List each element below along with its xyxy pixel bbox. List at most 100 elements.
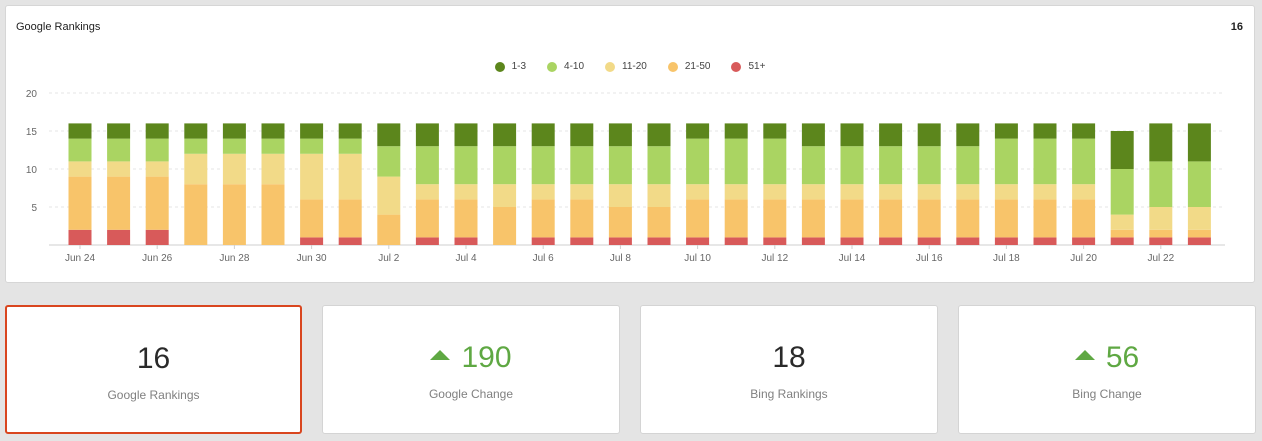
bar-segment-11-20 (377, 176, 401, 215)
bar-segment-4-10 (415, 146, 439, 185)
bar-segment-4-10 (647, 146, 671, 185)
bar-segment-21-50 (107, 176, 131, 230)
bar-segment-11-20 (1110, 214, 1134, 230)
bar-segment-1-3 (68, 123, 92, 139)
bar-segment-11-20 (493, 184, 517, 207)
legend-item-4-10[interactable]: 4-10 (547, 61, 584, 72)
legend-dot-icon (605, 61, 616, 72)
bar-segment-4-10 (338, 138, 362, 154)
bar-segment-11-20 (454, 184, 478, 200)
card-label: Google Rankings (107, 388, 200, 402)
bar-segment-1-3 (801, 123, 825, 147)
bar-segment-4-10 (107, 138, 131, 162)
x-tick-label: Jul 12 (761, 253, 788, 264)
bar-segment-1-3 (415, 123, 439, 147)
bar-segment-4-10 (879, 146, 903, 185)
bar-segment-4-10 (300, 138, 324, 154)
legend-label: 11-20 (622, 61, 647, 72)
bar-segment-4-10 (608, 146, 632, 185)
bar-segment-4-10 (917, 146, 941, 185)
bar-segment-4-10 (184, 138, 208, 154)
bar-segment-51+ (917, 237, 941, 245)
bar-segment-51+ (608, 237, 632, 245)
card-label: Bing Change (1072, 387, 1142, 401)
bar-segment-11-20 (608, 184, 632, 207)
legend-item-1-3[interactable]: 1-3 (494, 61, 526, 72)
legend-item-51-plus[interactable]: 51+ (731, 61, 765, 72)
bar-segment-1-3 (145, 123, 169, 139)
card-value: 190 (323, 340, 619, 376)
bar-segment-51+ (454, 237, 478, 245)
x-tick-label: Jul 2 (378, 253, 400, 264)
bar-segment-21-50 (261, 184, 285, 245)
x-tick-label: Jul 6 (533, 253, 555, 264)
bar-segment-1-3 (1033, 123, 1057, 139)
bar-segment-4-10 (801, 146, 825, 185)
bar-segment-51+ (1187, 237, 1211, 245)
bar-segment-4-10 (1033, 138, 1057, 185)
bar-segment-4-10 (68, 138, 92, 162)
bar-segment-51+ (1110, 237, 1134, 245)
bar-segment-4-10 (1187, 161, 1211, 207)
bar-segment-21-50 (917, 199, 941, 238)
bar-segment-1-3 (1072, 123, 1096, 139)
bar-segment-21-50 (184, 184, 208, 245)
bar-segment-51+ (724, 237, 748, 245)
bar-segment-1-3 (1149, 123, 1173, 162)
x-tick-label: Jun 30 (297, 253, 327, 264)
bing-change-card[interactable]: 56 Bing Change (958, 305, 1256, 434)
bar-segment-4-10 (454, 146, 478, 185)
bar-segment-51+ (879, 237, 903, 245)
bar-segment-21-50 (994, 199, 1018, 238)
bar-segment-21-50 (1149, 229, 1173, 238)
bar-segment-1-3 (107, 123, 131, 139)
bar-segment-4-10 (1149, 161, 1173, 207)
panel-title: Google Rankings (16, 21, 101, 33)
x-tick-label: Jul 4 (455, 253, 477, 264)
bar-segment-11-20 (300, 153, 324, 200)
bar-segment-21-50 (1110, 229, 1134, 238)
y-tick-label: 20 (26, 89, 38, 100)
bar-segment-11-20 (261, 153, 285, 185)
bar-segment-51+ (68, 229, 92, 245)
google-change-card[interactable]: 190 Google Change (322, 305, 620, 434)
bar-segment-1-3 (917, 123, 941, 147)
bar-segment-11-20 (956, 184, 980, 200)
google-rankings-card[interactable]: 16 Google Rankings (5, 305, 302, 434)
bar-segment-1-3 (840, 123, 864, 147)
bar-segment-21-50 (1033, 199, 1057, 238)
bar-segment-21-50 (686, 199, 710, 238)
bar-segment-11-20 (724, 184, 748, 200)
x-tick-label: Jul 20 (1070, 253, 1097, 264)
bar-segment-11-20 (994, 184, 1018, 200)
bar-segment-1-3 (879, 123, 903, 147)
bing-rankings-card[interactable]: 18 Bing Rankings (640, 305, 938, 434)
bar-segment-4-10 (686, 138, 710, 185)
bar-segment-21-50 (493, 207, 517, 245)
bar-segment-21-50 (1072, 199, 1096, 238)
bar-segment-1-3 (300, 123, 324, 139)
bar-segment-21-50 (570, 199, 594, 238)
bar-segment-51+ (531, 237, 555, 245)
bar-segment-51+ (1033, 237, 1057, 245)
legend-item-21-50[interactable]: 21-50 (667, 61, 710, 72)
bar-segment-1-3 (956, 123, 980, 147)
x-tick-label: Jun 28 (219, 253, 249, 264)
legend-item-11-20[interactable]: 11-20 (605, 61, 647, 72)
bar-segment-11-20 (570, 184, 594, 200)
x-tick-label: Jun 26 (142, 253, 172, 264)
rankings-bar-chart: 5 10 15 20 Jun 24 Jun 26 Jun 28 Jun 30 Jul 2 Jul … (26, 89, 1225, 264)
bar-segment-1-3 (570, 123, 594, 147)
bar-segment-51+ (1149, 237, 1173, 245)
bar-segment-1-3 (184, 123, 208, 139)
bar-segment-21-50 (647, 207, 671, 238)
x-tick-label: Jul 8 (610, 253, 632, 264)
bar-segment-1-3 (531, 123, 555, 147)
bar-segment-21-50 (1187, 229, 1211, 238)
y-tick-label: 5 (31, 203, 37, 214)
bar-segment-4-10 (1110, 169, 1134, 215)
card-value: 18 (772, 341, 806, 374)
bar-segment-4-10 (724, 138, 748, 185)
bar-segment-11-20 (917, 184, 941, 200)
card-label: Google Change (428, 387, 514, 401)
